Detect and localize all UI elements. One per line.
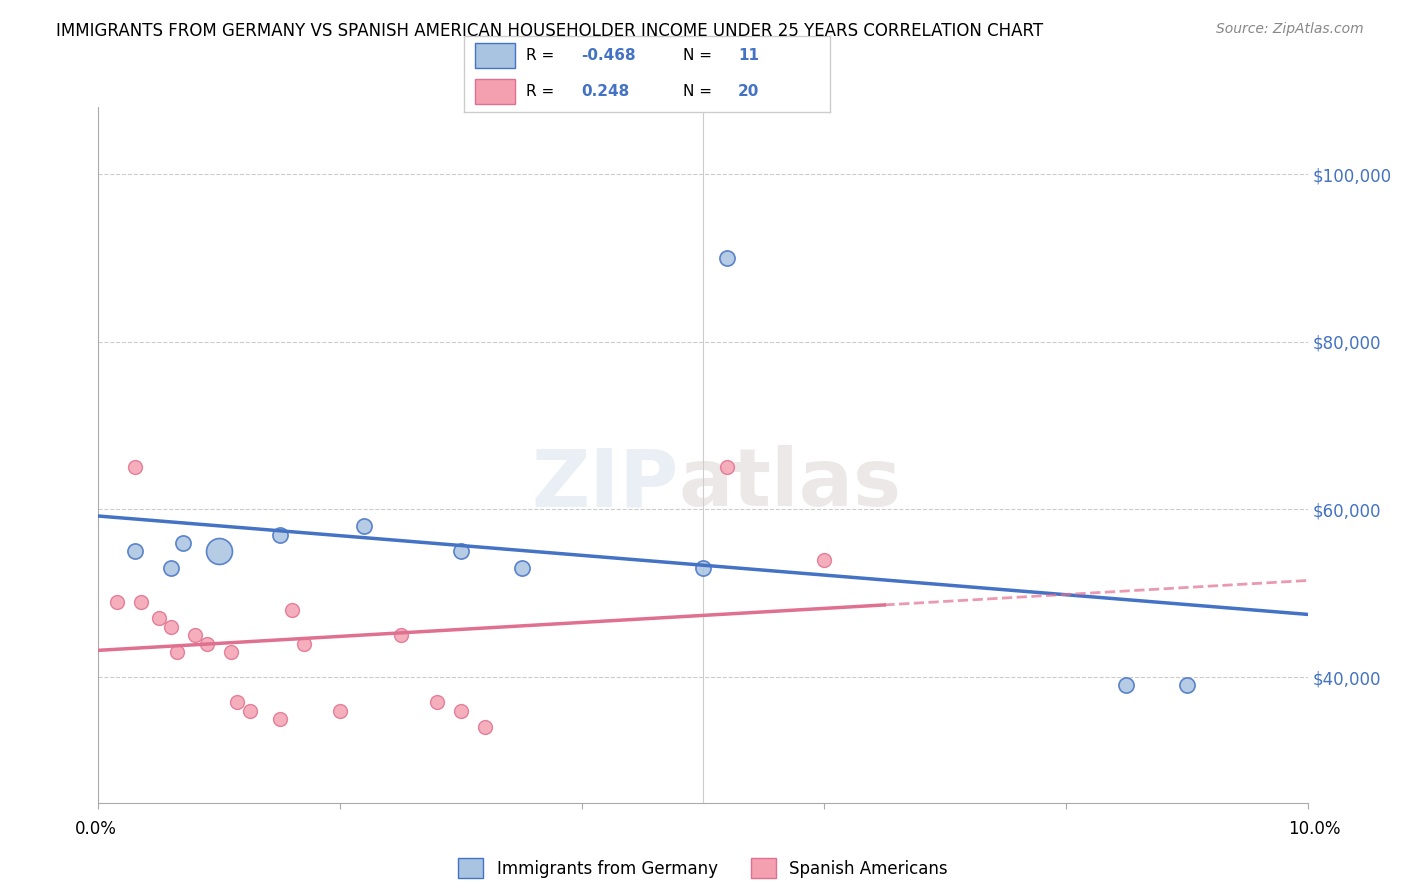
Point [1115, 678, 1137, 692]
Point [160, 561, 183, 575]
Text: N =: N = [683, 48, 717, 63]
Text: 20: 20 [738, 84, 759, 99]
Text: IMMIGRANTS FROM GERMANY VS SPANISH AMERICAN HOUSEHOLDER INCOME UNDER 25 YEARS CO: IMMIGRANTS FROM GERMANY VS SPANISH AMERI… [56, 22, 1043, 40]
Point [269, 712, 291, 726]
Point [160, 620, 183, 634]
Point [124, 460, 146, 475]
Bar [475, 78, 515, 104]
Point [124, 544, 146, 558]
Text: ZIP: ZIP [531, 445, 679, 524]
Point [221, 645, 243, 659]
Text: 0.0%: 0.0% [75, 820, 117, 838]
Text: 11: 11 [738, 48, 759, 63]
Point [1175, 678, 1198, 692]
Point [353, 519, 375, 533]
Point [105, 594, 128, 608]
Point [281, 603, 304, 617]
Point [172, 536, 194, 550]
Text: 10.0%: 10.0% [1288, 820, 1341, 838]
Point [148, 611, 170, 625]
Text: Source: ZipAtlas.com: Source: ZipAtlas.com [1216, 22, 1364, 37]
Point [195, 636, 218, 650]
Point [389, 628, 412, 642]
Point [692, 561, 714, 575]
Point [474, 720, 496, 734]
Point [510, 561, 533, 575]
Text: 0.248: 0.248 [581, 84, 630, 99]
Point [208, 544, 231, 558]
Point [329, 704, 352, 718]
Point [184, 628, 207, 642]
Point [239, 704, 262, 718]
Point [450, 544, 472, 558]
Point [716, 251, 738, 265]
Text: atlas: atlas [679, 445, 901, 524]
Point [129, 594, 152, 608]
Text: R =: R = [526, 48, 560, 63]
Point [226, 695, 249, 709]
Legend: Immigrants from Germany, Spanish Americans: Immigrants from Germany, Spanish America… [451, 851, 955, 885]
Point [450, 704, 472, 718]
Point [716, 460, 738, 475]
Text: R =: R = [526, 84, 560, 99]
Point [292, 636, 315, 650]
Point [166, 645, 188, 659]
Point [426, 695, 449, 709]
Point [813, 552, 835, 566]
Bar [475, 44, 515, 69]
Point [269, 527, 291, 541]
Text: -0.468: -0.468 [581, 48, 636, 63]
Text: N =: N = [683, 84, 717, 99]
